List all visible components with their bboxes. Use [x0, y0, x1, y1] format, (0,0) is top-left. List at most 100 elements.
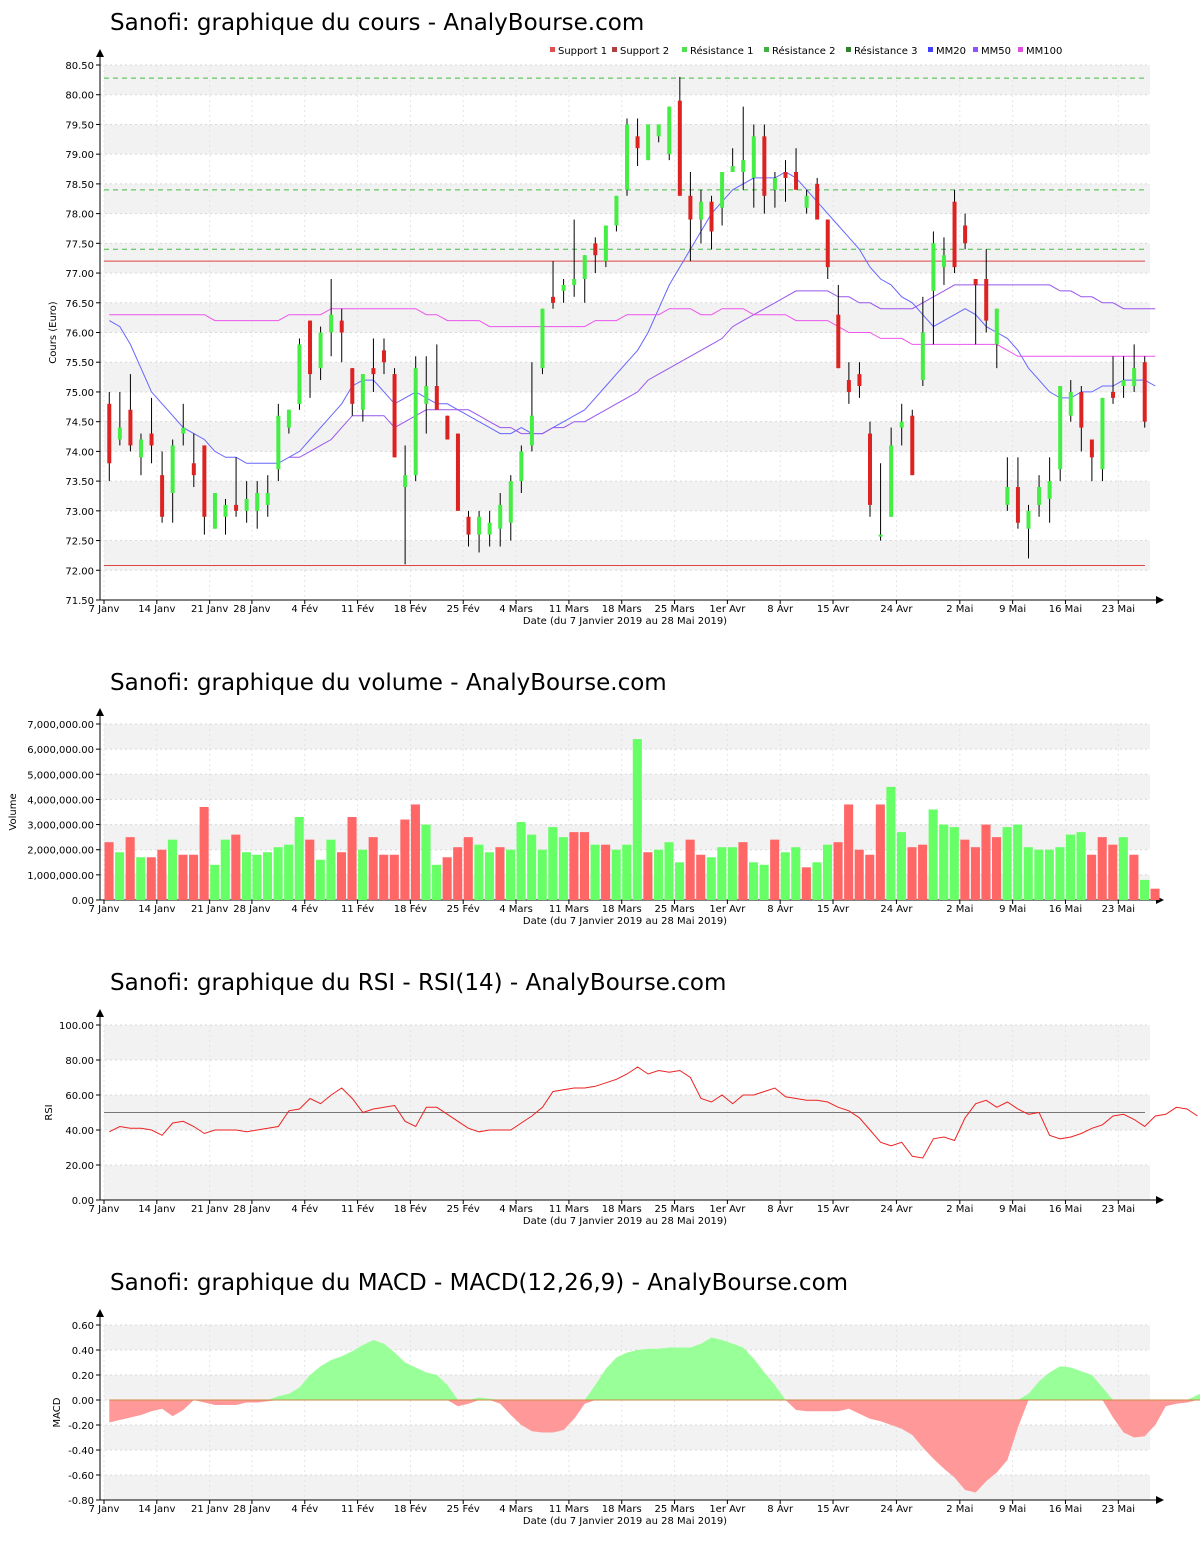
volume-bar [273, 847, 283, 900]
x-tick-label: 2 Mai [946, 1204, 973, 1215]
y-axis-arrow [96, 49, 104, 57]
x-tick-label: 8 Avr [767, 1504, 794, 1515]
candle-down [868, 433, 873, 505]
y-tick-label: 75.50 [65, 358, 94, 369]
x-tick-label: 16 Mai [1049, 1504, 1082, 1515]
x-tick-label: 11 Fév [341, 1203, 374, 1215]
candle-down [635, 136, 640, 149]
x-tick-label: 8 Avr [767, 904, 794, 915]
candle-up [529, 415, 534, 446]
volume-bar [569, 832, 579, 900]
y-tick-label: 74.50 [65, 418, 94, 429]
volume-bar [453, 847, 463, 900]
volume-bar [759, 864, 769, 900]
volume-bar [1118, 837, 1128, 900]
candle-down [371, 368, 376, 375]
x-tick-label: 7 Janv [89, 904, 120, 915]
volume-bar [336, 852, 347, 900]
y-tick-label: 72.00 [65, 566, 94, 577]
x-tick-label: 4 Fév [291, 1503, 318, 1515]
candle-up [804, 195, 809, 208]
x-tick-label: 1er Avr [709, 1504, 746, 1515]
volume-bar [294, 817, 304, 900]
volume-bar [125, 837, 135, 900]
y-tick-label: 0.00 [72, 896, 94, 907]
macd-positive-area [109, 1337, 1200, 1400]
candle-down [1079, 391, 1084, 428]
candle-down [234, 504, 239, 511]
x-tick-label: 7 Janv [89, 1204, 120, 1215]
volume-bar [1076, 832, 1086, 900]
x-tick-label: 24 Avr [880, 604, 913, 615]
candle-up [878, 534, 883, 537]
volume-bar [970, 847, 980, 900]
x-tick-label: 14 Janv [138, 1204, 175, 1215]
candle-down [910, 415, 915, 476]
legend-swatch [928, 47, 933, 52]
volume-bar [1150, 888, 1160, 900]
y-tick-label: 73.00 [65, 507, 94, 518]
volume-bar [189, 854, 199, 900]
volume-bar [368, 837, 378, 900]
x-tick-label: 4 Mars [499, 904, 533, 915]
volume-bar [315, 859, 325, 900]
x-axis-label: Date (du 7 Janvier 2019 au 28 Mai 2019) [523, 1516, 727, 1527]
candle-down [846, 380, 851, 392]
volume-bar [822, 844, 833, 900]
volume-bar [812, 862, 822, 900]
candle-up [477, 516, 482, 535]
candle-up [561, 284, 566, 291]
x-tick-label: 8 Avr [767, 604, 794, 615]
x-tick-label: 4 Fév [291, 1203, 318, 1215]
y-tick-label: 60.00 [65, 1091, 94, 1102]
volume-bar [284, 844, 294, 900]
volume-bar [326, 839, 336, 900]
volume-bar [643, 852, 653, 900]
volume-bar [960, 839, 970, 900]
x-tick-label: 24 Avr [880, 904, 913, 915]
volume-bar [865, 854, 875, 900]
x-tick-label: 18 Mars [602, 1504, 642, 1515]
candle-up [181, 427, 186, 434]
x-tick-label: 21 Janv [191, 904, 228, 915]
volume-bar [389, 854, 399, 900]
x-tick-label: 9 Mai [999, 1204, 1026, 1215]
candle-down [688, 195, 693, 220]
volume-bar [854, 849, 864, 900]
legend-label: MM100 [1026, 46, 1062, 57]
y-tick-label: 3,000,000.00 [27, 821, 94, 832]
candle-up [276, 415, 281, 470]
x-tick-label: 14 Janv [138, 904, 175, 915]
volume-bar [939, 824, 949, 900]
legend-label: Support 2 [620, 46, 669, 57]
volume-bar [358, 849, 368, 900]
volume-bar [675, 862, 685, 900]
y-tick-label: 79.00 [65, 150, 94, 161]
legend-label: MM50 [981, 46, 1011, 57]
volume-bar [474, 844, 484, 900]
x-tick-label: 2 Mai [946, 1504, 973, 1515]
candle-down [952, 201, 957, 268]
x-tick-label: 4 Fév [291, 603, 318, 615]
volume-bar [527, 834, 537, 900]
candle-down [825, 219, 830, 268]
x-axis-label: Date (du 7 Janvier 2019 au 28 Mai 2019) [523, 916, 727, 927]
x-tick-label: 15 Avr [817, 604, 850, 615]
candle-up [487, 522, 492, 535]
y-tick-label: 76.00 [65, 329, 94, 340]
candle-down [1142, 362, 1147, 422]
x-tick-label: 7 Janv [89, 604, 120, 615]
rsi-chart: 0.00 20.00 40.00 60.00 80.00 100.00 7 Janv 14 J… [44, 1009, 1198, 1227]
price-chart: 71.50 72.00 72.50 73.00 73.50 74.00 74.50 75.00… [48, 45, 1164, 627]
volume-bar [252, 854, 262, 900]
legend-swatch [1018, 47, 1023, 52]
y-axis-arrow [96, 1009, 104, 1017]
volume-bar [696, 854, 706, 900]
volume-bar [601, 844, 611, 900]
y-tick-label: 76.50 [65, 299, 94, 310]
volume-bar [1002, 827, 1012, 900]
volume-bar [896, 832, 906, 900]
y-tick-label: -0.40 [68, 1446, 94, 1457]
candle-down [783, 172, 788, 178]
x-tick-label: 15 Avr [817, 1504, 850, 1515]
